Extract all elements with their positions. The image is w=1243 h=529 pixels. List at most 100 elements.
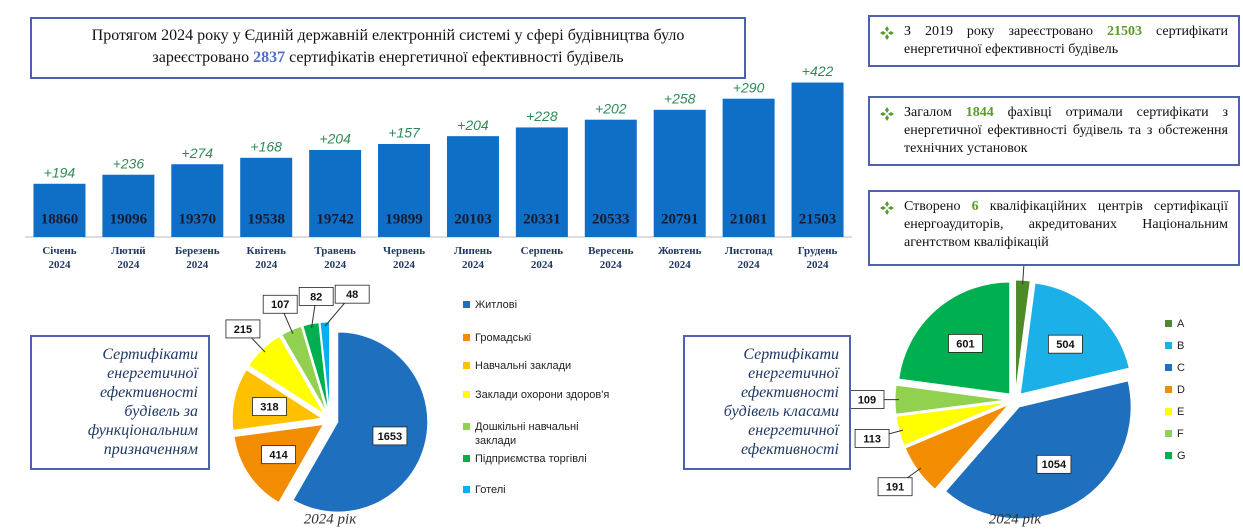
legend-entry: F	[1165, 427, 1243, 441]
bar-value-label: 19370	[179, 211, 217, 227]
data-label-box	[252, 397, 287, 417]
bar	[33, 183, 86, 237]
x-tick-label-line: Червень	[383, 245, 425, 257]
legend-entry: E	[1165, 405, 1243, 419]
bar	[446, 136, 499, 237]
data-label: 601	[956, 338, 974, 350]
bar-annotation: +204	[457, 117, 489, 133]
bar-value-label: 21081	[730, 211, 768, 227]
x-tick-label-line: 2024	[531, 259, 554, 271]
header-text: сертифікатів енергетичної ефективності б…	[289, 49, 624, 66]
header-text: Протягом 2024 року у Єдиній державній ел…	[91, 27, 685, 66]
x-tick-label-line: 2024	[186, 259, 209, 271]
header-box: Протягом 2024 року у Єдиній державній ел…	[30, 17, 746, 79]
pie-caption: 2024 рік	[989, 511, 1042, 527]
bar-value-label: 20533	[592, 211, 630, 227]
legend-swatch	[1165, 364, 1172, 371]
bar-annotation: +274	[182, 145, 214, 161]
legend-swatch	[463, 455, 470, 462]
note-text: Загалом	[904, 105, 952, 120]
legend-swatch	[463, 301, 470, 308]
bar	[653, 109, 706, 237]
data-label-box	[298, 287, 334, 306]
legend-swatch	[1165, 386, 1172, 393]
pie-caption: 2024 рік	[304, 511, 357, 527]
legend-label: E	[1177, 406, 1185, 418]
data-label: 1653	[378, 431, 402, 443]
bar-annotation: +236	[113, 155, 145, 171]
legend-swatch	[1165, 452, 1172, 459]
bar-annotation: +168	[250, 139, 282, 155]
note-highlight: 21503	[1107, 24, 1143, 39]
bar-annotation: +258	[664, 91, 696, 107]
legend-swatch	[1165, 430, 1172, 437]
legend-label: Дошкільні навчальні заклади	[475, 421, 579, 447]
legend-entry: Навчальні заклади	[463, 359, 610, 373]
x-tick-label: Жовтень 2024	[658, 245, 702, 271]
note-highlight: 6	[971, 199, 979, 214]
data-label: 191	[886, 482, 904, 494]
legend-label: G	[1177, 450, 1186, 462]
bar-annotation: +290	[733, 79, 765, 95]
pie-title-box: Сертифікати енергетичної ефективності бу…	[30, 335, 210, 470]
x-tick-label-line: Вересень	[588, 245, 634, 257]
x-tick-label-line: Серпень	[521, 245, 564, 257]
bar	[240, 157, 293, 237]
bar	[378, 143, 431, 237]
pie-title: Сертифікати енергетичної ефективності бу…	[723, 346, 839, 458]
x-tick-label-line: 2024	[462, 259, 485, 271]
x-tick-label-line: Березень	[175, 245, 220, 257]
x-tick-label: Листопад 2024	[725, 245, 773, 271]
x-tick-label: Січень 2024	[42, 245, 76, 271]
data-label-box	[372, 426, 408, 446]
data-label: 113	[863, 433, 881, 445]
x-tick-label: Лютий 2024	[111, 245, 146, 271]
x-tick-label: Грудень 2024	[798, 245, 838, 271]
legend-label: Житлові	[475, 299, 518, 311]
x-tick-label-line: 2024	[117, 259, 140, 271]
bar	[791, 82, 844, 237]
bar	[102, 174, 155, 237]
x-tick-label-line: Травень	[314, 245, 356, 257]
bar-annotation: +228	[526, 108, 558, 124]
x-tick-label-line: 2024	[324, 259, 347, 271]
data-label-box	[948, 334, 983, 353]
note-text: кваліфікаційних центрів сертифікації ене…	[904, 199, 1228, 250]
legend-label: Громадські	[475, 332, 532, 344]
data-label-box	[877, 477, 913, 497]
pie-slice	[302, 322, 329, 413]
legend-swatch	[463, 362, 470, 369]
x-tick-label-line: 2024	[669, 259, 692, 271]
data-label: 107	[271, 299, 289, 311]
legend-entry: C	[1165, 361, 1243, 375]
note-box: Створено 6 кваліфікаційних центрів серти…	[868, 190, 1240, 266]
legend-swatch	[1165, 408, 1172, 415]
bar	[171, 164, 224, 237]
x-tick-label-line: Лютий	[111, 245, 146, 257]
bar-annotation: +202	[595, 100, 627, 116]
x-tick-label-line: 2024	[255, 259, 278, 271]
x-tick-label-line: Жовтень	[658, 245, 702, 257]
data-label-box	[262, 294, 298, 314]
pie-title-box: Сертифікати енергетичної ефективності бу…	[683, 335, 851, 470]
legend-entry: Готелі	[463, 483, 610, 497]
x-tick-label-line: Липень	[454, 245, 492, 257]
legend-entry: Дошкільні навчальні заклади	[463, 420, 610, 448]
note-box: З 2019 року зареєстровано 21503 сертифік…	[868, 15, 1240, 67]
pie-title: Сертифікати енергетичної ефективності бу…	[87, 346, 198, 458]
x-tick-label: Березень 2024	[175, 245, 220, 271]
data-label: 318	[260, 402, 278, 414]
legend-swatch	[463, 423, 470, 430]
pie-slice	[292, 331, 429, 513]
x-tick-label-line: 2024	[807, 259, 830, 271]
legend-entry: Заклади охорони здоров'я	[463, 388, 610, 402]
x-tick-label: Квітень 2024	[246, 245, 286, 271]
x-tick-label-line: 2024	[738, 259, 761, 271]
x-tick-label: Липень 2024	[454, 245, 492, 271]
x-tick-label: Червень 2024	[383, 245, 425, 271]
bar-value-label: 20331	[523, 211, 561, 227]
bullet	[880, 201, 894, 215]
data-label: 504	[1056, 339, 1075, 351]
